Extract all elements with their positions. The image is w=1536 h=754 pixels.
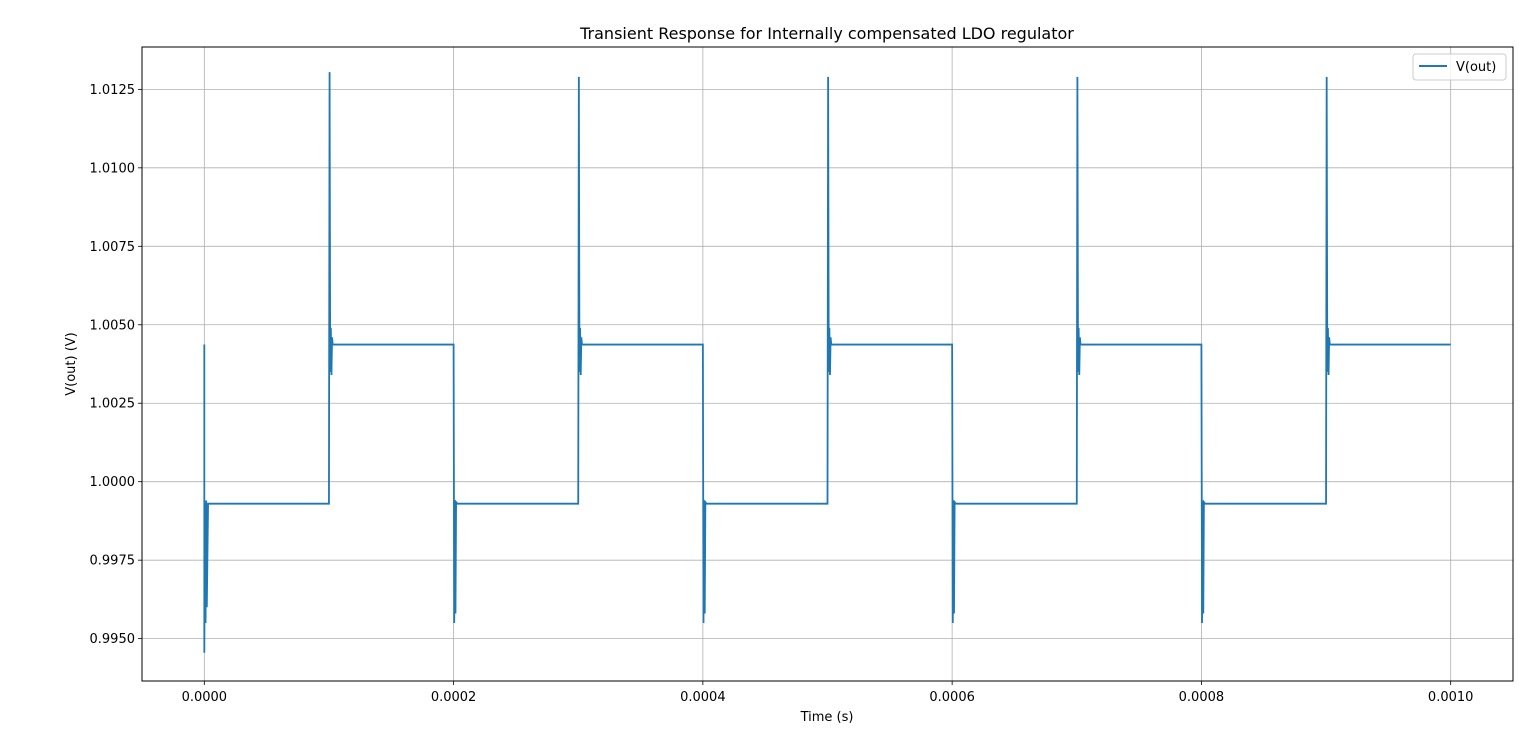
y-tick-label: 1.0000 (90, 475, 136, 490)
series-line (203, 72, 1451, 653)
plot-frame (141, 46, 1514, 682)
legend-box (1412, 53, 1507, 81)
y-tick-label: 0.9950 (90, 632, 136, 647)
legend-label: V(out) (1456, 60, 1496, 75)
y-tick-label: 0.9975 (90, 554, 136, 569)
x-tick-label: 0.0004 (680, 690, 726, 705)
y-axis-label: V(out) (V) (64, 332, 79, 396)
series-layer (203, 72, 1451, 653)
x-tick-label: 0.0000 (182, 690, 228, 705)
x-tick-label: 0.0008 (1179, 690, 1225, 705)
x-axis-ticks: 0.0000 0.0002 0.0004 0.0006 0.0008 0.0010 (182, 681, 1474, 705)
y-tick-label: 1.0050 (90, 318, 136, 333)
y-tick-label: 1.0100 (90, 161, 136, 176)
y-tick-label: 1.0025 (90, 397, 136, 412)
x-tick-label: 0.0002 (431, 690, 477, 705)
y-axis-ticks: 0.9950 0.9975 1.0000 1.0025 1.0050 1.0075 1.01… (90, 83, 142, 647)
x-tick-label: 0.0010 (1428, 690, 1474, 705)
x-axis-label: Time (s) (800, 710, 854, 725)
y-tick-label: 1.0125 (90, 83, 136, 98)
y-tick-label: 1.0075 (90, 240, 136, 255)
x-tick-label: 0.0006 (929, 690, 975, 705)
chart-title: Transient Response for Internally compen… (579, 24, 1074, 43)
legend: V(out) (1412, 53, 1507, 81)
